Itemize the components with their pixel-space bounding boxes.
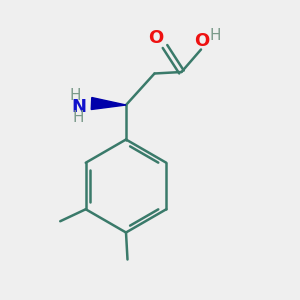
Text: N: N: [71, 98, 86, 116]
Text: H: H: [69, 88, 81, 103]
Text: O: O: [148, 29, 163, 47]
Text: O: O: [194, 32, 209, 50]
Text: H: H: [210, 28, 221, 43]
Polygon shape: [91, 98, 126, 110]
Text: H: H: [73, 110, 84, 125]
